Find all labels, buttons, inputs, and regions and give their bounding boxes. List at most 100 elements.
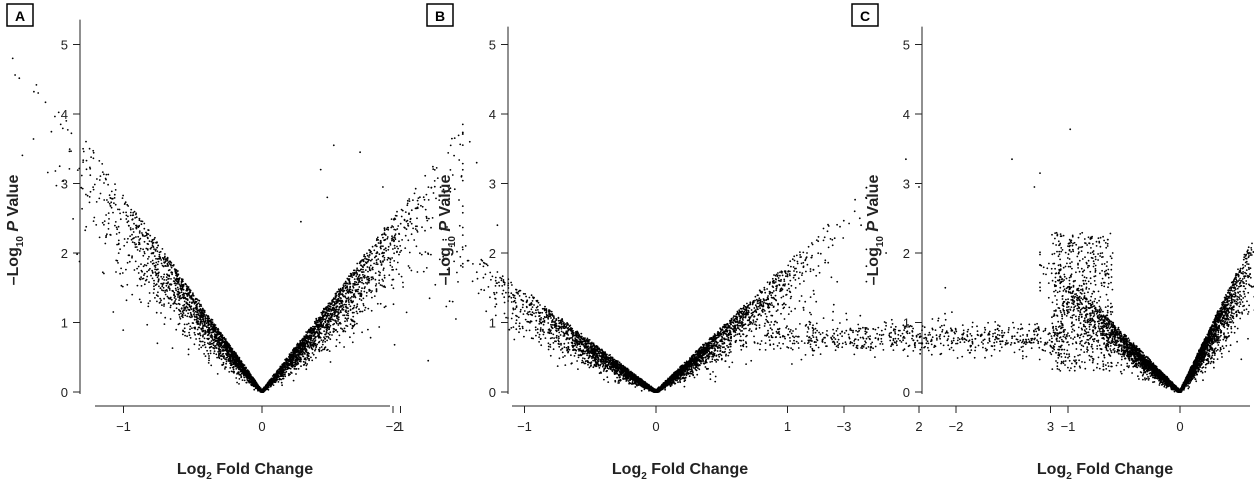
data-point <box>408 267 411 269</box>
data-point <box>93 183 96 186</box>
data-point <box>192 322 195 324</box>
data-point <box>522 313 525 315</box>
data-point <box>338 334 341 337</box>
data-point <box>187 353 190 356</box>
data-point <box>360 290 363 292</box>
data-point <box>114 183 116 186</box>
data-point <box>129 228 132 231</box>
data-point <box>392 226 395 228</box>
data-point <box>318 320 321 322</box>
data-point <box>774 294 777 297</box>
data-point <box>371 245 374 248</box>
data-point <box>346 291 349 294</box>
data-point <box>195 303 198 306</box>
data-point <box>358 298 361 300</box>
data-point <box>353 321 356 323</box>
data-point <box>335 338 338 341</box>
data-point <box>207 362 210 364</box>
data-point <box>157 274 160 277</box>
data-point <box>364 256 367 258</box>
data-point <box>374 244 377 246</box>
data-point <box>207 319 209 322</box>
x-tick-label: −1 <box>116 419 131 434</box>
data-point <box>490 278 492 281</box>
data-point <box>164 316 167 319</box>
data-point <box>183 295 186 297</box>
data-point <box>375 245 378 248</box>
y-tick-label: 0 <box>489 385 496 400</box>
x-tick-label: 2 <box>915 419 922 434</box>
data-point <box>342 329 345 332</box>
data-point <box>113 202 115 205</box>
data-point <box>288 374 290 377</box>
data-point <box>219 352 222 355</box>
data-point <box>107 183 109 186</box>
data-point <box>329 331 332 334</box>
data-point <box>375 239 378 242</box>
data-point <box>477 292 480 295</box>
data-point <box>105 214 107 216</box>
data-point <box>207 352 210 355</box>
data-point <box>228 352 230 355</box>
data-point <box>315 317 318 320</box>
data-point <box>245 381 248 384</box>
data-point <box>300 351 303 354</box>
data-point <box>427 186 430 189</box>
data-point <box>400 215 403 218</box>
data-point <box>373 249 376 252</box>
data-point <box>310 339 312 342</box>
data-point <box>324 311 326 314</box>
data-point <box>373 295 376 297</box>
data-point <box>392 248 394 250</box>
data-point <box>336 311 339 313</box>
data-point <box>304 353 306 355</box>
data-point <box>101 271 104 274</box>
data-point <box>286 359 289 361</box>
data-point <box>410 233 413 236</box>
data-point <box>475 161 478 164</box>
data-point <box>161 248 164 250</box>
data-point <box>367 307 370 310</box>
data-point <box>271 378 273 380</box>
data-point <box>126 261 129 264</box>
data-point <box>140 223 143 226</box>
data-point <box>280 378 283 381</box>
data-point <box>197 299 199 301</box>
data-point <box>182 288 185 291</box>
data-point <box>368 254 371 256</box>
data-point <box>150 246 153 249</box>
data-point <box>107 222 110 225</box>
data-point <box>775 287 778 290</box>
data-point <box>223 356 225 358</box>
data-point <box>86 194 89 197</box>
data-point <box>136 249 139 251</box>
data-point <box>198 305 201 308</box>
data-point <box>361 277 363 279</box>
data-point <box>192 292 194 295</box>
data-point <box>383 256 386 259</box>
data-point <box>528 296 531 299</box>
data-point <box>295 368 298 370</box>
data-point <box>323 336 325 339</box>
data-point <box>175 307 178 310</box>
data-point <box>14 74 16 76</box>
data-point <box>134 246 137 249</box>
data-point <box>389 244 392 246</box>
data-point <box>131 218 134 221</box>
data-point <box>160 299 163 302</box>
data-point <box>322 314 325 317</box>
data-point <box>147 229 150 232</box>
data-point <box>319 321 322 324</box>
data-point <box>425 217 428 220</box>
data-point <box>127 205 130 207</box>
data-point <box>314 332 317 335</box>
data-point <box>289 367 292 370</box>
data-point <box>235 352 237 355</box>
data-point <box>281 377 284 380</box>
data-point <box>297 362 300 365</box>
data-point <box>396 210 398 213</box>
data-point <box>224 338 227 341</box>
data-point <box>136 284 139 287</box>
data-point <box>154 268 157 271</box>
